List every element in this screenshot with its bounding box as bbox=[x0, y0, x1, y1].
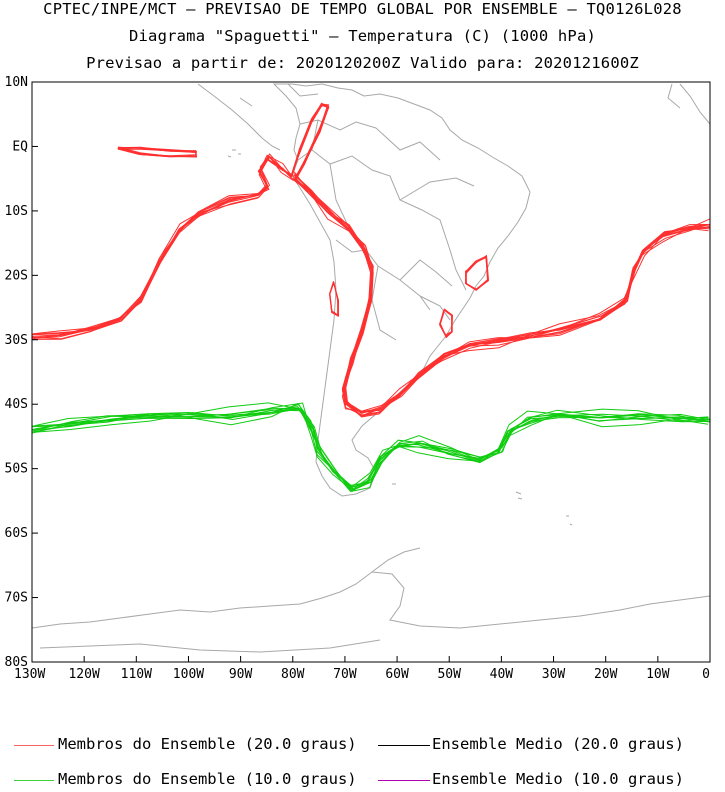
lon-label-40w: 40W bbox=[490, 667, 514, 682]
lat-label-10n: 10N bbox=[5, 75, 28, 90]
legend-swatch-warm-members bbox=[14, 745, 54, 746]
lat-label-40s: 40S bbox=[5, 397, 28, 412]
legend-swatch-warm-mean bbox=[378, 745, 430, 746]
map-frame bbox=[31, 81, 711, 663]
lat-label-50s: 50S bbox=[5, 462, 28, 477]
country-borders bbox=[297, 119, 475, 341]
lon-label-60w: 60W bbox=[385, 667, 409, 682]
title-line-3: Previsao a partir de: 2020120200Z Valido… bbox=[86, 54, 639, 72]
lon-axis: 130W 120W 110W 100W 90W 80W 70W 60W 50W 40W 30W 20W… bbox=[14, 667, 710, 682]
warm-member-pacific bbox=[33, 154, 294, 339]
lon-label-50w: 50W bbox=[437, 667, 461, 682]
lon-label-110w: 110W bbox=[121, 667, 152, 682]
warm-member-peru-loop bbox=[290, 104, 330, 178]
warm-member-pacific bbox=[32, 154, 292, 339]
galapagos-islands bbox=[227, 149, 241, 158]
warm-member-pacific bbox=[32, 154, 292, 340]
cold-member bbox=[34, 402, 709, 492]
warm-member-peru-loop bbox=[291, 105, 329, 177]
warm-member-atlantic bbox=[294, 178, 710, 417]
warm-member-atlantic bbox=[293, 173, 709, 416]
warm-member-pacific bbox=[32, 156, 292, 339]
warm-member-atlantic bbox=[294, 174, 710, 416]
lat-label-30s: 30S bbox=[5, 333, 28, 348]
map-area bbox=[32, 83, 710, 653]
lon-label-90w: 90W bbox=[229, 667, 253, 682]
south-atlantic-islands bbox=[392, 483, 573, 526]
lat-label-eq: EQ bbox=[12, 139, 28, 154]
legend-label-cold-members: Membros do Ensemble (10.0 graus) bbox=[58, 770, 357, 788]
coastlines bbox=[32, 83, 710, 653]
lon-label-0: 0 bbox=[702, 667, 710, 682]
warm-member-parana-loop bbox=[439, 309, 453, 338]
title-line-1: CPTEC/INPE/MCT – PREVISAO DE TEMPO GLOBA… bbox=[43, 0, 682, 18]
warm-member-peru-loop bbox=[291, 103, 329, 179]
legend-swatch-cold-mean bbox=[378, 780, 430, 781]
lat-label-60s: 60S bbox=[5, 526, 28, 541]
lon-label-100w: 100W bbox=[173, 667, 204, 682]
warm-member-atlantic bbox=[293, 178, 709, 418]
warm-member-pacific bbox=[32, 158, 292, 339]
lon-label-120w: 120W bbox=[68, 667, 99, 682]
warm-member-atlantic bbox=[295, 177, 709, 413]
warm-member-chile-loop bbox=[329, 281, 339, 317]
lat-label-20s: 20S bbox=[5, 268, 28, 283]
lat-axis: 10N EQ 10S 20S 30S 40S 50S 60S 70S 80S bbox=[5, 75, 29, 670]
warm-member-pacific bbox=[32, 156, 294, 335]
warm-member-parana-loop bbox=[439, 309, 454, 338]
cold-member bbox=[32, 408, 709, 488]
lon-label-130w: 130W bbox=[14, 667, 45, 682]
warm-member-atlantic bbox=[293, 177, 710, 413]
antarctica-coast bbox=[32, 547, 710, 653]
warm-member-pacific bbox=[32, 153, 294, 340]
central-america-coast bbox=[197, 83, 319, 151]
warm-member-pacific bbox=[32, 156, 292, 336]
lat-label-10s: 10S bbox=[5, 204, 28, 219]
warm-member-brazil-loop bbox=[465, 255, 489, 291]
lon-label-80w: 80W bbox=[281, 667, 305, 682]
warm-member-pacific-loop bbox=[117, 147, 197, 158]
cold-ensemble-members bbox=[32, 402, 710, 493]
legend-swatch-cold-members bbox=[14, 780, 54, 781]
cold-member bbox=[33, 407, 710, 490]
warm-member-atlantic bbox=[293, 174, 710, 417]
legend-label-cold-mean: Ensemble Medio (10.0 graus) bbox=[432, 770, 684, 788]
lon-label-30w: 30W bbox=[542, 667, 566, 682]
warm-member-peru-loop bbox=[290, 103, 329, 180]
warm-member-pacific bbox=[33, 158, 292, 335]
warm-member-pacific bbox=[32, 158, 293, 337]
warm-member-atlantic bbox=[294, 178, 710, 413]
warm-member-chile-loop bbox=[329, 281, 339, 317]
legend-label-warm-members: Membros do Ensemble (20.0 graus) bbox=[58, 735, 357, 753]
lat-label-80s: 80S bbox=[5, 655, 28, 670]
warm-member-atlantic bbox=[292, 175, 709, 414]
warm-member-atlantic bbox=[292, 178, 710, 415]
lat-label-70s: 70S bbox=[5, 591, 28, 606]
axis-ticks bbox=[31, 81, 711, 663]
warm-member-atlantic bbox=[292, 177, 710, 417]
africa-coast bbox=[667, 83, 710, 125]
lon-label-10w: 10W bbox=[646, 667, 670, 682]
title-line-2: Diagrama "Spaguetti" – Temperatura (C) (… bbox=[128, 27, 597, 45]
warm-member-atlantic bbox=[293, 171, 710, 412]
warm-ensemble-members bbox=[32, 102, 710, 418]
legend-label-warm-mean: Ensemble Medio (20.0 graus) bbox=[432, 735, 684, 753]
lon-label-20w: 20W bbox=[594, 667, 618, 682]
lon-label-70w: 70W bbox=[333, 667, 357, 682]
